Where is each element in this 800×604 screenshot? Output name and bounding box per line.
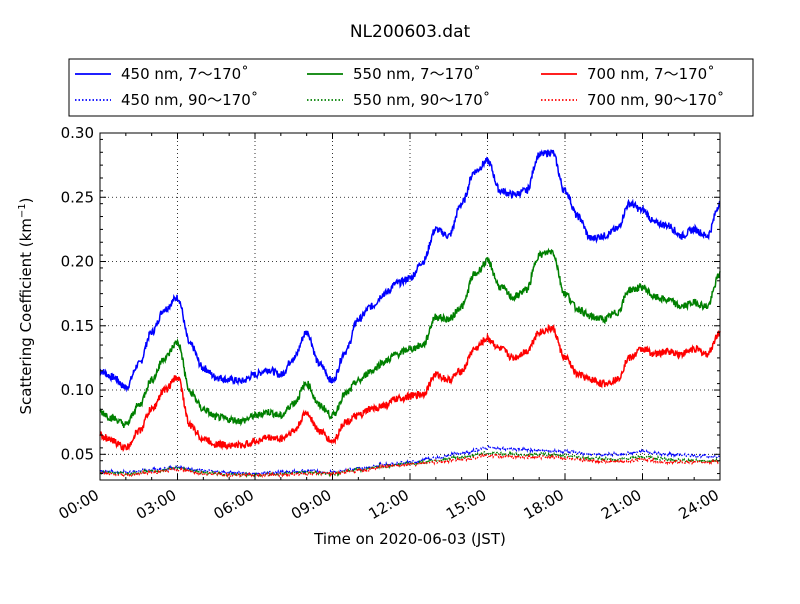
y-tick-label: 0.10 (61, 381, 94, 399)
legend-label: 550 nm, 7～170˚ (353, 65, 481, 83)
y-tick-label: 0.05 (61, 445, 94, 463)
plot-area (99, 132, 721, 481)
legend: 450 nm, 7～170˚ 550 nm, 7～170˚ 700 nm, 7～17… (68, 58, 754, 117)
legend-label: 700 nm, 90～170˚ (587, 91, 724, 109)
series-lines (99, 149, 721, 479)
x-tick-label: 03:00 (133, 486, 179, 523)
series-line (99, 450, 721, 479)
x-tick-label: 00:00 (56, 486, 102, 523)
x-tick-label: 12:00 (366, 486, 412, 523)
y-tick-labels: 0.05 0.10 0.15 0.20 0.25 0.30 (61, 124, 94, 463)
y-tick-label: 0.30 (61, 124, 94, 142)
x-tick-label: 15:00 (443, 486, 489, 523)
y-axis-label: Scattering Coefficient (km−1) (17, 197, 35, 414)
series-line (99, 149, 721, 393)
y-tick-label: 0.25 (61, 188, 94, 206)
y-axis-label-end: ) (17, 197, 35, 203)
y-tick-label: 0.20 (61, 253, 94, 271)
x-tick-label: 18:00 (521, 486, 567, 523)
y-axis-label-main: Scattering Coefficient (km (17, 218, 35, 414)
x-tick-labels: 00:00 03:00 06:00 09:00 12:00 15:00 18:00 21:00… (56, 486, 722, 523)
y-axis-label-sup: −1 (17, 203, 28, 218)
x-tick-label: 09:00 (288, 486, 334, 523)
legend-label: 700 nm, 7～170˚ (587, 65, 715, 83)
x-tick-label: 21:00 (598, 486, 644, 523)
legend-label: 550 nm, 90～170˚ (353, 91, 490, 109)
series-line (99, 247, 721, 429)
axis-ticks (99, 132, 721, 480)
chart-title: NL200603.dat (350, 22, 471, 42)
y-tick-label: 0.15 (61, 317, 94, 335)
x-tick-label: 06:00 (211, 486, 257, 523)
legend-label: 450 nm, 7～170˚ (121, 65, 249, 83)
legend-label: 450 nm, 90～170˚ (121, 91, 258, 109)
x-axis-label: Time on 2020-06-03 (JST) (313, 530, 506, 548)
x-tick-label: 24:00 (676, 486, 722, 523)
legend-frame (68, 58, 754, 117)
series-line (99, 323, 721, 453)
